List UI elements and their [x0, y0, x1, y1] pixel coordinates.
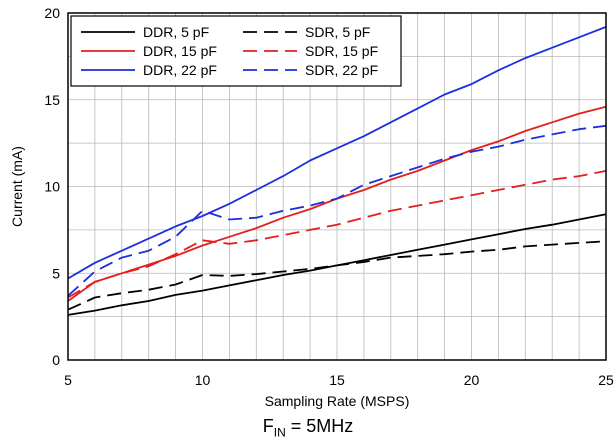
series-line-4 — [67, 240, 607, 311]
series-line-3 — [67, 26, 607, 280]
x-tick-label: 15 — [329, 372, 345, 388]
legend-label: DDR, 15 pF — [143, 43, 217, 59]
x-axis-title: Sampling Rate (MSPS) — [265, 393, 410, 409]
legend-label: SDR, 22 pF — [305, 62, 378, 78]
legend-label: DDR, 5 pF — [143, 24, 209, 40]
x-tick-label: 5 — [64, 372, 72, 388]
caption-subscript: IN — [273, 425, 286, 440]
x-tick-label: 10 — [195, 372, 211, 388]
y-axis-title: Current (mA) — [9, 146, 25, 227]
caption-value: = 5MHz — [285, 416, 354, 436]
x-tick-label: 25 — [598, 372, 614, 388]
y-tick-label: 10 — [44, 179, 60, 195]
legend-label: SDR, 15 pF — [305, 43, 378, 59]
legend: DDR, 5 pF DDR, 15 pF DDR, 22 pF SDR, 5 pF SD… — [70, 15, 402, 87]
chart-caption: FIN = 5MHz — [0, 416, 616, 440]
series-lines — [67, 26, 607, 316]
y-tick-label: 0 — [52, 352, 60, 368]
plot-area-border — [67, 12, 607, 361]
y-tick-label: 5 — [52, 265, 60, 281]
series-line-5 — [67, 170, 607, 299]
y-tick-label: 15 — [44, 92, 60, 108]
legend-label: SDR, 5 pF — [305, 24, 370, 40]
x-tick-label: 20 — [464, 372, 480, 388]
legend-label: DDR, 22 pF — [143, 62, 217, 78]
series-line-6 — [67, 124, 607, 297]
y-tick-label: 20 — [44, 5, 60, 21]
caption-symbol: F — [262, 416, 274, 436]
